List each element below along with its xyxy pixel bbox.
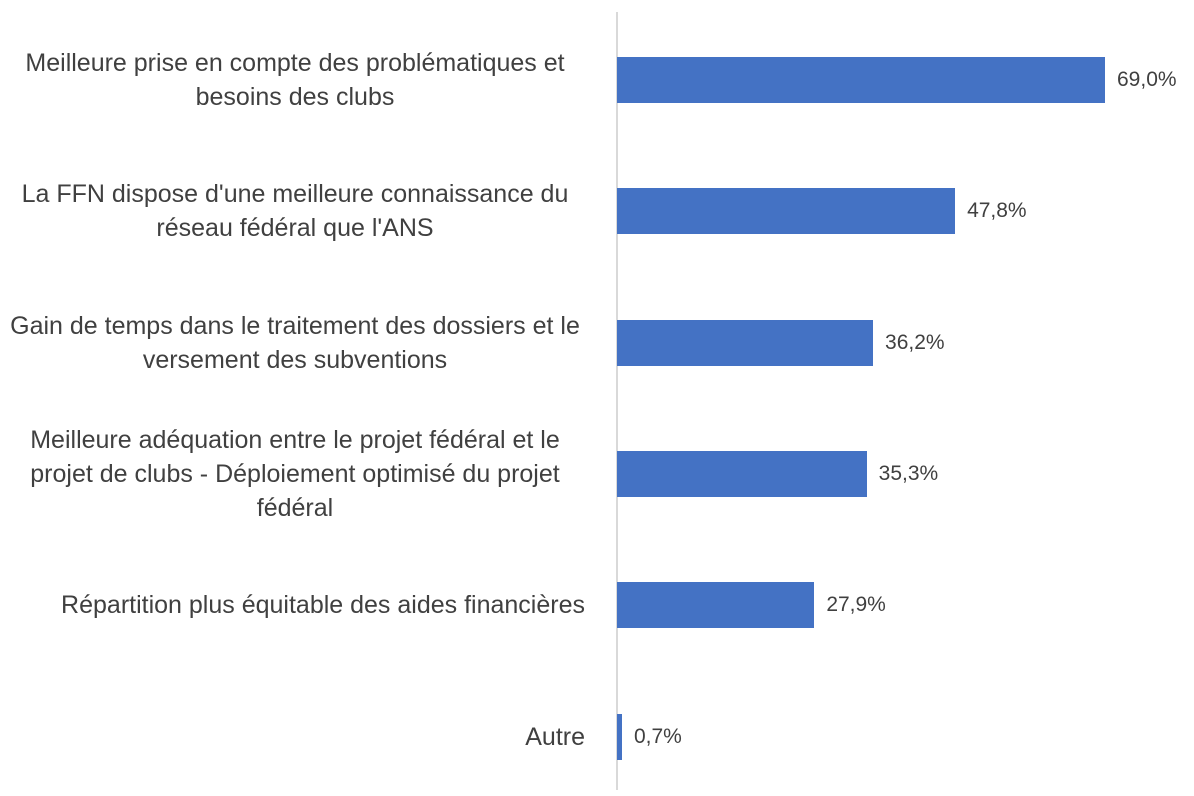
data-label: 47,8% bbox=[967, 199, 1027, 223]
category-label: La FFN dispose d'une meilleure connaissa… bbox=[21, 180, 569, 243]
data-label: 36,2% bbox=[885, 330, 945, 354]
category-label: Répartition plus équitable des aides fin… bbox=[61, 591, 585, 620]
data-label: 35,3% bbox=[878, 461, 939, 485]
bar bbox=[617, 188, 956, 235]
category-label: Gain de temps dans le traitement des dos… bbox=[10, 311, 580, 374]
bar bbox=[617, 713, 622, 760]
bar bbox=[617, 56, 1105, 103]
bar bbox=[617, 450, 867, 497]
bar bbox=[617, 582, 815, 629]
y-axis-line bbox=[616, 12, 618, 790]
data-label: 0,7% bbox=[633, 724, 682, 748]
data-label: 69,0% bbox=[1117, 67, 1177, 91]
data-label: 27,9% bbox=[826, 593, 886, 617]
category-label: Autre bbox=[525, 722, 585, 751]
category-label: Meilleure adéquation entre le projet féd… bbox=[30, 425, 560, 522]
bar bbox=[617, 319, 874, 366]
category-label: Meilleure prise en compte des problémati… bbox=[25, 48, 565, 111]
